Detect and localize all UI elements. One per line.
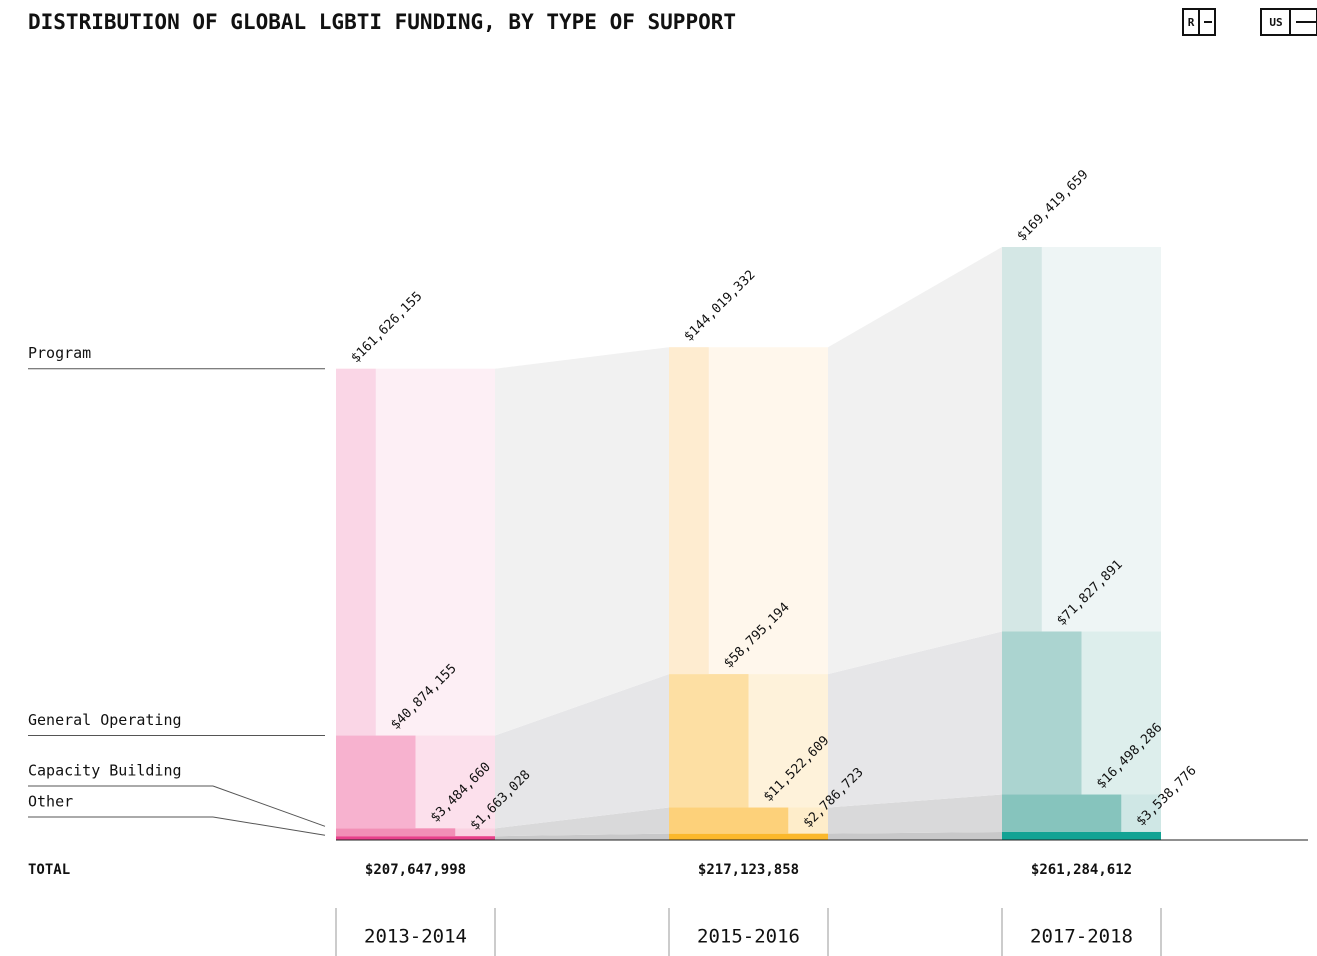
connector: [495, 833, 669, 840]
bar-segment: [669, 807, 789, 834]
series-label: Capacity Building: [28, 762, 182, 780]
series-leader: [212, 816, 326, 836]
value-label: $169,419,659: [1014, 167, 1091, 244]
logo-text: US: [1269, 16, 1282, 29]
series-label: Other: [28, 793, 73, 811]
bar-segment: [1002, 631, 1082, 795]
bar-segment: [1002, 831, 1161, 840]
total-title: TOTAL: [28, 862, 70, 878]
bar-segment: [669, 833, 828, 840]
logo-text: R: [1188, 16, 1195, 29]
chart-title: DISTRIBUTION OF GLOBAL LGBTI FUNDING, BY…: [28, 10, 736, 34]
bar-segment: [336, 836, 495, 840]
bar-segment: [336, 735, 416, 829]
connector: [495, 807, 669, 837]
series-label: General Operating: [28, 711, 182, 729]
connector: [828, 831, 1002, 840]
x-tick-label: 2013-2014: [364, 926, 467, 948]
series-label: Program: [28, 344, 91, 362]
connector: [495, 347, 669, 736]
total-label: $261,284,612: [1031, 862, 1132, 878]
x-tick-label: 2017-2018: [1030, 926, 1133, 948]
bar-segment: [336, 828, 456, 837]
connector: [828, 794, 1002, 834]
total-label: $207,647,998: [365, 862, 466, 878]
bar-segment: [1002, 794, 1122, 832]
bar-segment: [1002, 247, 1042, 632]
connector: [828, 247, 1002, 675]
bar-segment: [669, 347, 709, 675]
x-tick-label: 2015-2016: [697, 926, 800, 948]
connector: [495, 674, 669, 829]
series-leader: [212, 785, 326, 827]
bar-segment: [336, 368, 376, 736]
value-label: $144,019,332: [681, 268, 758, 345]
bar-segment: [669, 674, 749, 808]
value-label: $161,626,155: [348, 289, 425, 366]
total-label: $217,123,858: [698, 862, 799, 878]
connector: [828, 631, 1002, 808]
logo: R US: [1182, 8, 1317, 36]
